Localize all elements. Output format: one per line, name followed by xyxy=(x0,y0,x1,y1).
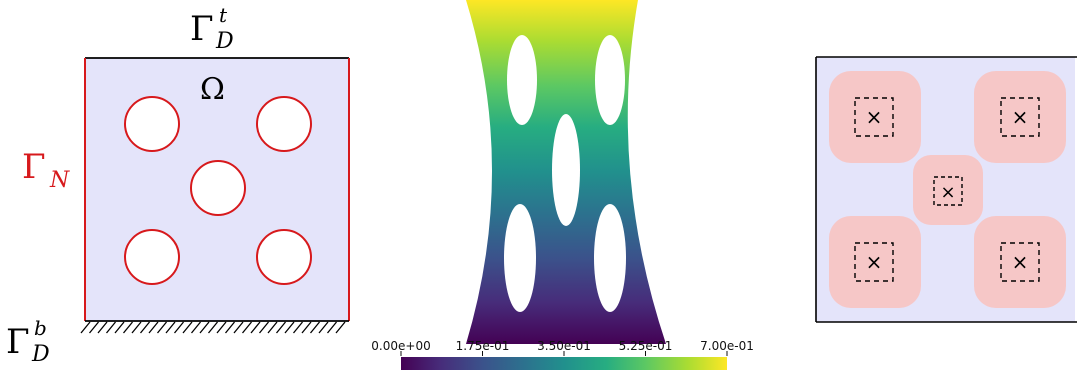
hole-top-left xyxy=(124,96,180,152)
deformed-hole-bottom-left xyxy=(504,204,536,312)
hatch-line xyxy=(284,321,295,334)
hatch-line xyxy=(190,321,202,334)
deformed-hole-top-right xyxy=(595,35,625,125)
colorbar-tick-label: 1.75e-01 xyxy=(456,339,510,353)
subdomain-top-left xyxy=(829,71,921,163)
subdomain-bottom-left xyxy=(829,216,921,308)
hatch-line xyxy=(156,321,168,334)
colorbar-tick-label: 0.00e+00 xyxy=(371,339,430,353)
gamma-d-bottom-label: Γ b D xyxy=(6,316,50,367)
hatch-line xyxy=(131,321,142,334)
hatch-line xyxy=(267,321,278,334)
deformed-hole-top-left xyxy=(507,35,537,125)
left-panel-domain-sketch: Ω Γ t D Γ N Γ b D xyxy=(6,3,350,367)
hatch-line xyxy=(207,321,219,334)
marker-top-right: × xyxy=(1012,105,1029,129)
hatch-line xyxy=(216,321,227,334)
subdomain-center xyxy=(913,155,983,225)
omega-label: Ω xyxy=(200,72,225,107)
colorbar-tick-label: 3.50e-01 xyxy=(537,339,591,353)
marker-center: × xyxy=(940,182,955,203)
svg-text:b: b xyxy=(34,316,47,340)
core-box-top-right xyxy=(1000,97,1040,137)
hatch-line xyxy=(97,321,108,334)
svg-text:Γ: Γ xyxy=(190,9,214,49)
gamma-n-label: Γ N xyxy=(22,147,70,193)
hatch-line xyxy=(233,321,244,334)
gamma-d-top-label: Γ t D xyxy=(190,3,234,54)
marker-bottom-left: × xyxy=(866,250,883,274)
hatch-line xyxy=(326,321,338,334)
hatch-line xyxy=(80,321,91,334)
hatch-line xyxy=(292,321,304,334)
svg-text:Γ: Γ xyxy=(6,322,30,362)
core-box-bottom-left xyxy=(854,242,894,282)
fixed-support-hatching xyxy=(80,321,346,334)
hatch-line xyxy=(301,321,312,334)
svg-text:Γ: Γ xyxy=(22,147,46,187)
hole-top-right xyxy=(256,96,312,152)
deformed-hole-bottom-right xyxy=(594,204,626,312)
hole-bottom-right xyxy=(256,229,312,285)
marker-bottom-right: × xyxy=(1012,250,1029,274)
hatch-line xyxy=(165,321,176,334)
hatch-line xyxy=(88,321,100,334)
colorbar: 0.00e+00 1.75e-01 3.50e-01 5.25e-01 7.00e-01 xyxy=(371,339,754,370)
hatch-line xyxy=(250,321,261,334)
hole-center xyxy=(190,160,246,216)
hatch-line xyxy=(139,321,151,334)
hatch-line xyxy=(182,321,193,334)
deformed-hole-center xyxy=(552,114,580,226)
hatch-line xyxy=(241,321,253,334)
hatch-line xyxy=(105,321,117,334)
middle-panel-deformed-solution: 0.00e+00 1.75e-01 3.50e-01 5.25e-01 7.00e-01 xyxy=(371,0,754,370)
core-box-top-left xyxy=(854,97,894,137)
colorbar-ticks: 0.00e+00 1.75e-01 3.50e-01 5.25e-01 7.00e-01 xyxy=(371,339,754,356)
colorbar-tick-label: 7.00e-01 xyxy=(700,339,754,353)
hatch-line xyxy=(199,321,210,334)
hatch-line xyxy=(309,321,321,334)
subdomain-bottom-right xyxy=(974,216,1066,308)
hatch-line xyxy=(224,321,236,334)
core-box-bottom-right xyxy=(1000,242,1040,282)
colorbar-gradient xyxy=(401,357,727,370)
svg-text:t: t xyxy=(219,3,228,27)
hatch-line xyxy=(318,321,329,334)
hatch-line xyxy=(258,321,270,334)
hatch-line xyxy=(148,321,159,334)
svg-text:N: N xyxy=(49,168,70,193)
svg-text:D: D xyxy=(215,29,234,54)
core-box-center xyxy=(933,176,963,206)
right-panel-subdomains: × × × × × xyxy=(815,56,1077,323)
hatch-line xyxy=(275,321,287,334)
hatch-line xyxy=(335,321,346,334)
hole-bottom-left xyxy=(124,229,180,285)
hatch-line xyxy=(173,321,185,334)
hatch-line xyxy=(114,321,125,334)
svg-text:D: D xyxy=(31,342,50,367)
marker-top-left: × xyxy=(866,105,883,129)
hatch-line xyxy=(122,321,134,334)
subdomain-top-right xyxy=(974,71,1066,163)
colorbar-tick-label: 5.25e-01 xyxy=(619,339,673,353)
